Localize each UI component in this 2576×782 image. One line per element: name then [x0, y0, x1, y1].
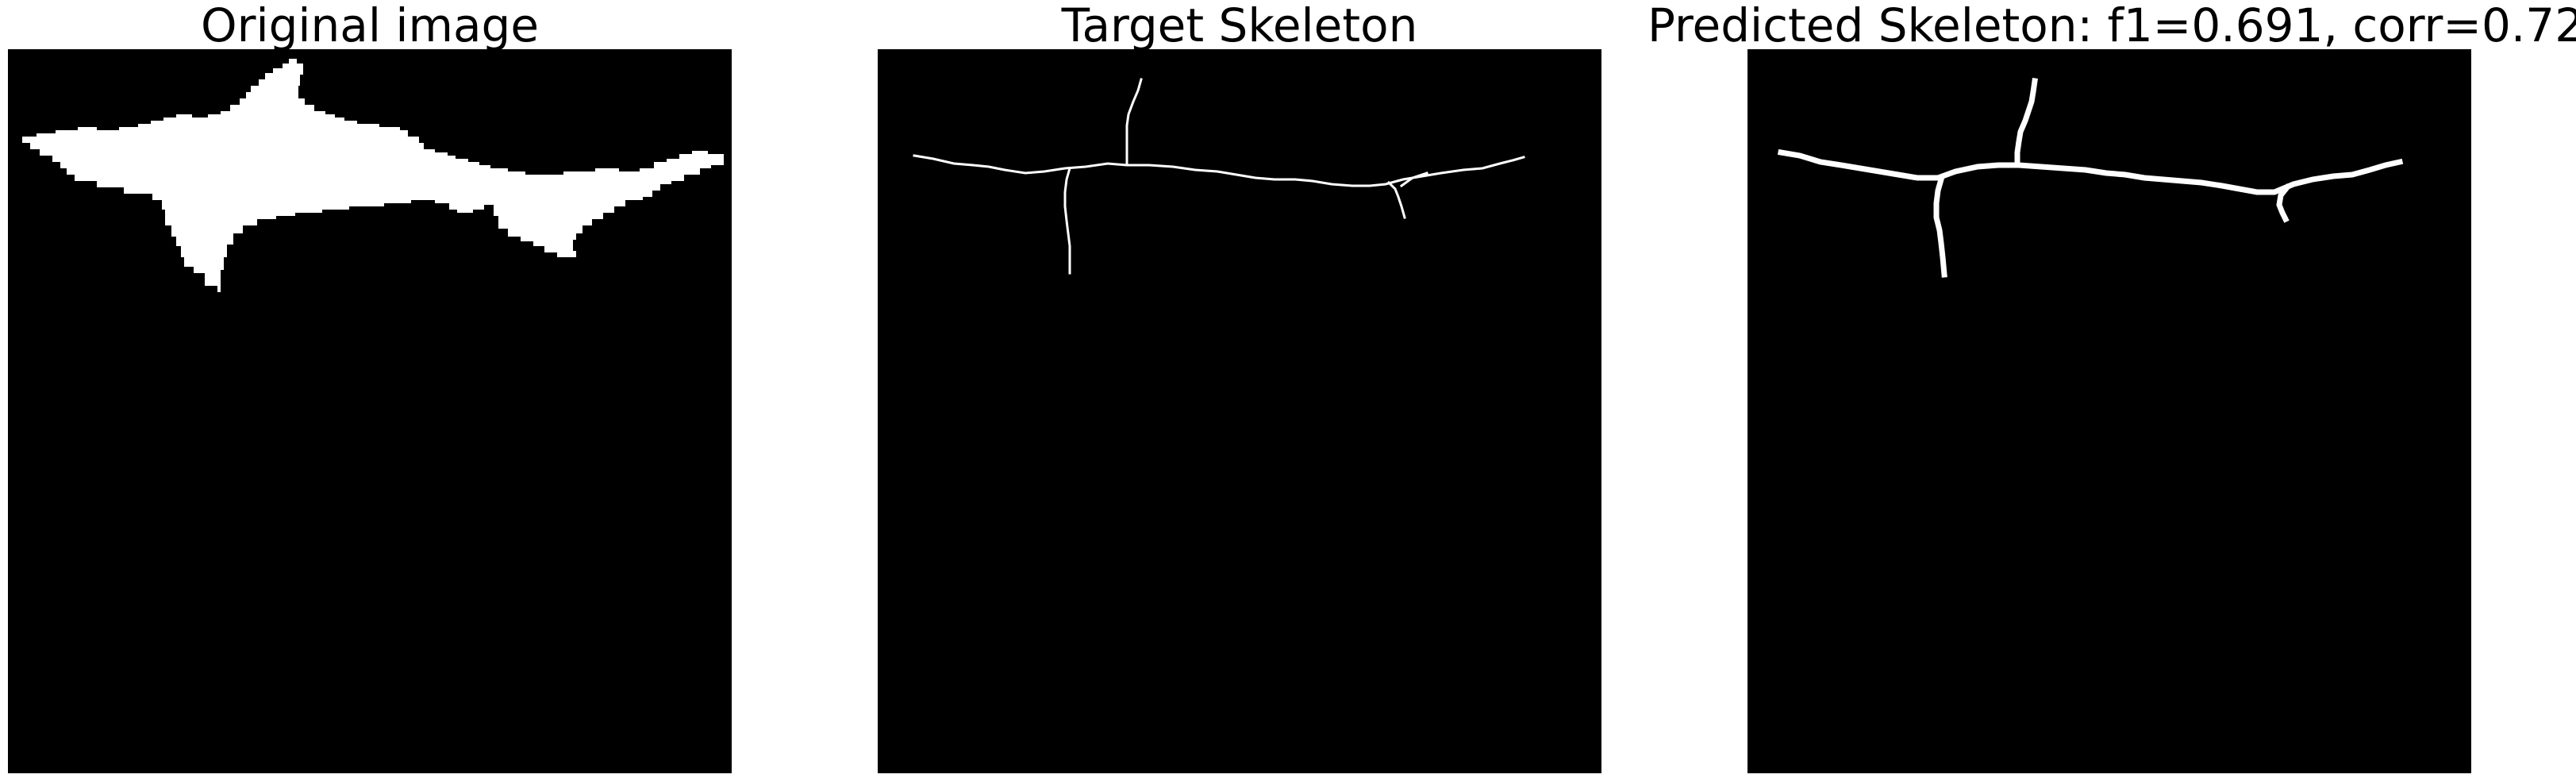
target-skeleton-tail-branch-2 [1399, 171, 1428, 188]
target-skeleton-lower-branch [1063, 167, 1071, 275]
target-skeleton [913, 78, 1525, 275]
predicted-skeleton [1777, 78, 2404, 278]
original-image-panel [8, 49, 732, 773]
panel-title-target: Target Skeleton [1061, 0, 1418, 52]
target-skeleton-spine [913, 154, 1525, 187]
target-skeleton-tail-branch [1386, 180, 1406, 219]
panel-title-predicted: Predicted Skeleton: f1=0.691, corr=0.724 [1647, 0, 2576, 52]
target-skeleton-panel [878, 49, 1601, 773]
predicted-skeleton-lower-branch [1933, 175, 1947, 278]
target-skeleton-dorsal-branch [1125, 78, 1143, 165]
predicted-skeleton-tail-branch [2276, 183, 2291, 223]
predicted-skeleton-panel [1747, 49, 2471, 773]
predicted-skeleton-spine [1777, 148, 2404, 195]
shark-silhouette [22, 59, 724, 292]
predicted-skeleton-dorsal-branch [2014, 78, 2038, 168]
panel-title-original: Original image [200, 0, 540, 52]
shark-body [22, 59, 724, 292]
